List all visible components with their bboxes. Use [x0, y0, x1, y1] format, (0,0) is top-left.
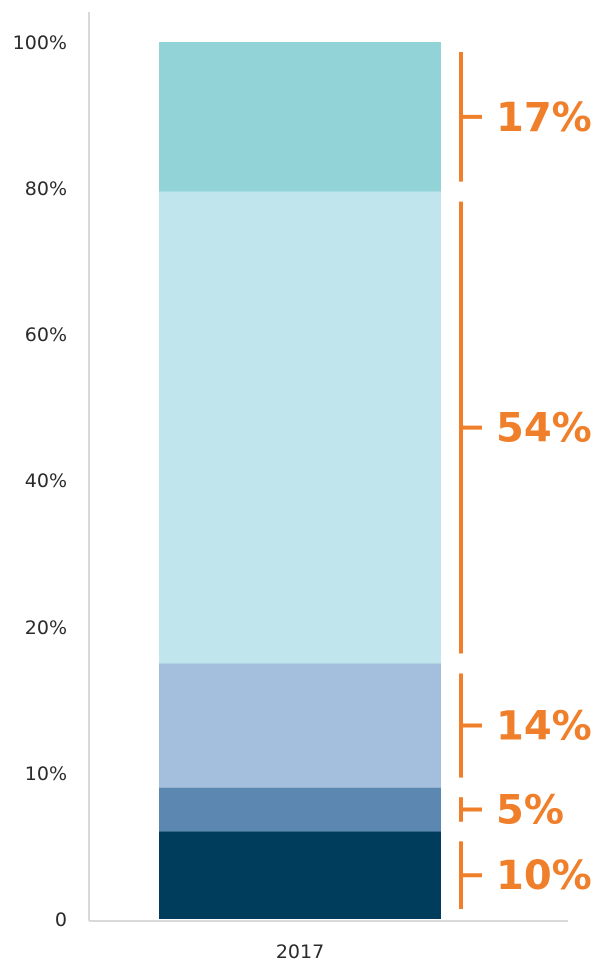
bar-segment	[159, 663, 441, 788]
bar-segments	[159, 42, 441, 919]
y-tick-label: 10%	[25, 763, 67, 785]
bar-segment	[159, 191, 441, 664]
x-category-label: 2017	[276, 941, 324, 963]
segment-bracket	[459, 797, 482, 822]
segment-bracket	[459, 201, 482, 654]
y-tick-label: 40%	[25, 470, 67, 492]
bar-segment	[159, 787, 441, 832]
segment-annotations: 10% 5% 14% 54% 17%	[459, 52, 592, 909]
y-tick-label: 20%	[25, 617, 67, 639]
segment-bracket	[459, 841, 482, 909]
y-tick-label: 80%	[25, 178, 67, 200]
segment-percent-label: 14%	[496, 704, 592, 750]
y-tick-label: 100%	[13, 32, 67, 54]
y-tick-label: 0	[55, 909, 67, 931]
y-axis-ticks: 0 10% 20% 40% 60% 80% 100%	[13, 32, 67, 931]
segment-bracket	[459, 52, 482, 182]
bar-segment	[159, 42, 441, 192]
segment-bracket	[459, 673, 482, 778]
segment-percent-label: 5%	[496, 788, 564, 834]
y-tick-label: 60%	[25, 324, 67, 346]
bar-segment	[159, 831, 441, 919]
segment-percent-label: 10%	[496, 853, 592, 899]
x-axis-categories: 2017	[276, 941, 324, 963]
segment-percent-label: 17%	[496, 95, 592, 141]
segment-percent-label: 54%	[496, 406, 592, 452]
